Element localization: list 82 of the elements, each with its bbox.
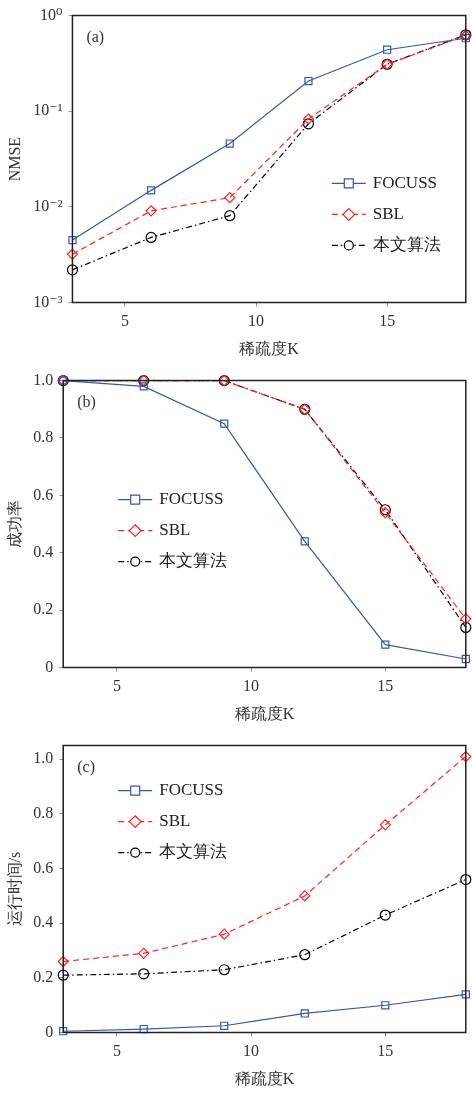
point	[220, 419, 229, 428]
point	[224, 192, 236, 204]
legend-label: FOCUSS	[159, 489, 224, 509]
point	[59, 1027, 68, 1036]
point	[66, 264, 79, 276]
point	[461, 990, 470, 999]
point	[146, 186, 156, 195]
annotation: (c)	[77, 757, 95, 776]
point	[379, 909, 391, 921]
point	[145, 231, 157, 244]
point	[304, 76, 313, 86]
y-tick-label: 0	[45, 1022, 54, 1040]
x-axis-title: 稀疏度K	[234, 704, 295, 722]
point	[381, 640, 390, 649]
annotation: (b)	[77, 392, 96, 411]
y-tick-label: 10⁰	[40, 5, 63, 23]
y-tick-label: 0	[45, 657, 54, 675]
x-tick-label: 5	[112, 677, 121, 695]
point	[302, 118, 315, 130]
y-tick-label: 1.0	[33, 749, 54, 767]
point	[225, 139, 234, 148]
y-tick-label: 10⁻³	[33, 292, 63, 310]
legend-label: SBL	[372, 203, 404, 223]
legend-label: FOCUSS	[372, 172, 438, 192]
point	[138, 968, 150, 980]
point	[68, 235, 77, 245]
y-tick-label: 0.4	[33, 913, 54, 931]
legend-label: FOCUSS	[159, 780, 224, 800]
y-tick-label: 0.2	[33, 968, 54, 986]
point	[300, 1009, 309, 1018]
point	[57, 955, 69, 968]
point	[145, 205, 157, 217]
y-axis-title: 成功率	[5, 500, 23, 549]
point	[460, 750, 472, 763]
x-tick-label: 10	[243, 1042, 260, 1060]
annotation: (a)	[86, 27, 105, 46]
y-tick-label: 10⁻¹	[33, 101, 63, 119]
point	[460, 621, 472, 634]
x-tick-label: 15	[377, 1042, 394, 1060]
legend-label: SBL	[159, 811, 191, 831]
y-tick-label: 0.4	[33, 543, 54, 560]
x-tick-label: 5	[120, 312, 129, 330]
point	[138, 947, 150, 959]
x-axis-title: 稀疏度K	[239, 339, 300, 357]
point	[139, 382, 148, 391]
y-tick-label: 0.2	[33, 600, 54, 618]
point	[299, 890, 311, 902]
legend-label: SBL	[159, 520, 191, 540]
legend-label: 本文算法	[372, 234, 441, 254]
legend-label: 本文算法	[159, 551, 228, 571]
x-tick-label: 10	[248, 312, 265, 330]
legend-label: 本文算法	[159, 842, 228, 862]
point	[300, 537, 309, 546]
point	[460, 613, 472, 625]
point	[461, 34, 470, 43]
point	[139, 1024, 148, 1034]
point	[460, 873, 472, 886]
x-axis-title: 稀疏度K	[234, 1069, 295, 1087]
point	[379, 819, 391, 831]
point	[220, 1021, 229, 1030]
point	[224, 210, 236, 222]
y-tick-label: 0.6	[33, 485, 54, 503]
point	[382, 45, 392, 54]
point	[57, 969, 69, 981]
point	[218, 964, 230, 976]
x-tick-label: 10	[243, 677, 260, 695]
point	[299, 949, 311, 961]
point	[302, 113, 315, 125]
y-axis-title: NMSE	[5, 136, 23, 182]
point	[381, 1001, 390, 1010]
x-tick-label: 15	[377, 677, 394, 695]
y-axis-title: 运行时间/s	[5, 851, 23, 927]
y-tick-label: 0.8	[33, 428, 54, 446]
y-tick-label: 0.8	[33, 804, 54, 822]
y-tick-label: 1.0	[33, 370, 54, 388]
point	[218, 928, 230, 940]
y-tick-label: 0.6	[33, 858, 54, 876]
x-tick-label: 15	[379, 312, 396, 330]
point	[66, 248, 79, 260]
x-tick-label: 5	[112, 1042, 121, 1060]
point	[461, 654, 470, 664]
y-tick-label: 10⁻²	[33, 197, 63, 215]
